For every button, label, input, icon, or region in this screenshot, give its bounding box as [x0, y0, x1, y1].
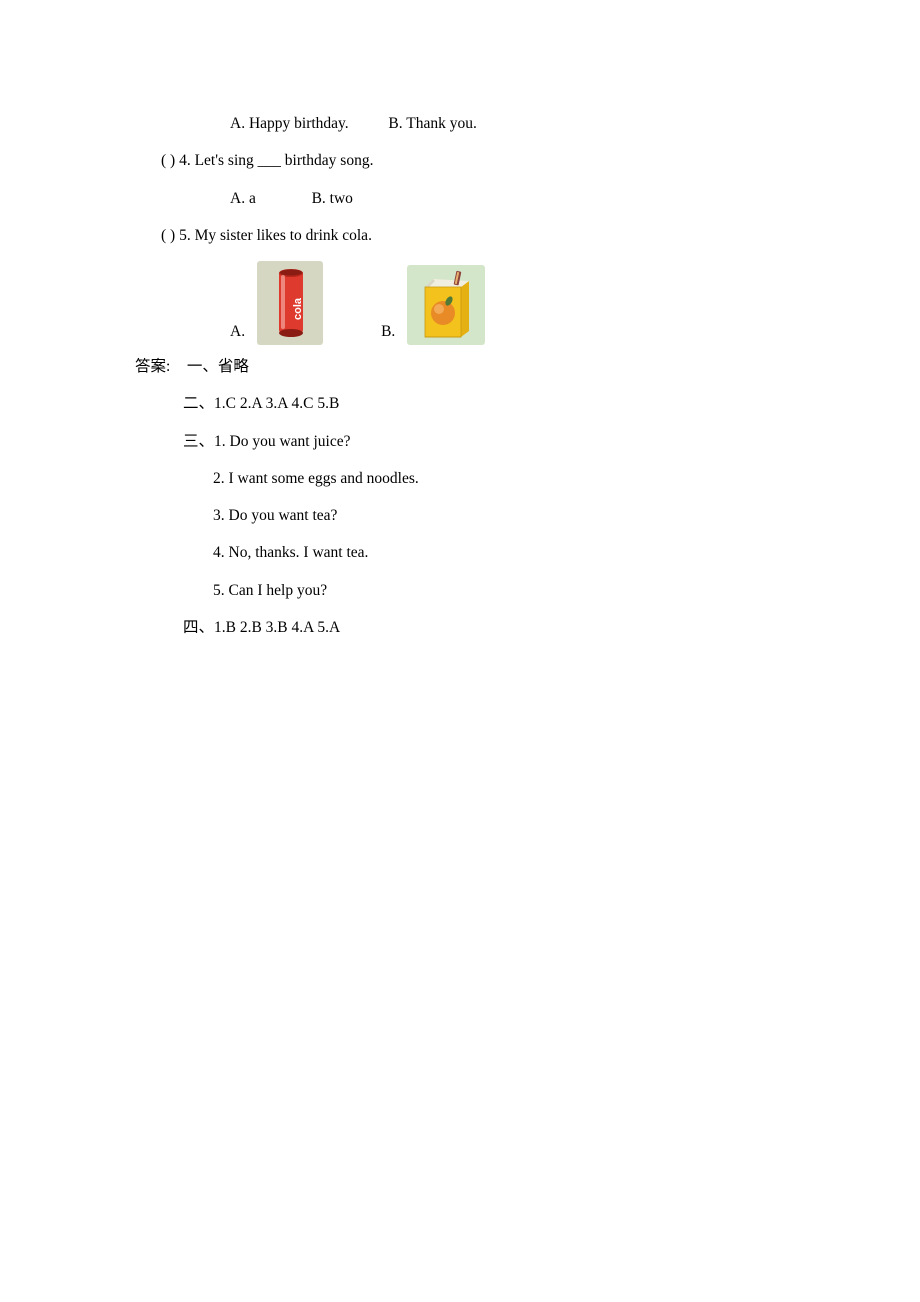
answers-section3-label: 三、	[183, 433, 214, 450]
q4-text: ( ) 4. Let's sing ___ birthday song.	[161, 152, 373, 169]
juice-box-icon	[407, 265, 485, 345]
answers-section3-row1: 三、1. Do you want juice?	[135, 430, 830, 453]
cola-can-icon: cola	[257, 261, 323, 345]
answers-label: 答案:	[135, 355, 183, 378]
answers-section3-item3: 3. Do you want tea?	[213, 507, 337, 524]
q4-option-a: A. a	[230, 187, 256, 210]
answers-section3-row2: 2. I want some eggs and noodles.	[135, 467, 830, 490]
svg-text:cola: cola	[292, 297, 304, 320]
q4-options-row: A. a B. two	[135, 187, 830, 210]
q3-option-b: B. Thank you.	[388, 112, 476, 135]
q5-option-a-label: A.	[230, 323, 251, 345]
answers-section1: 一、省略	[187, 355, 249, 378]
answers-section3-item2: 2. I want some eggs and noodles.	[213, 470, 419, 487]
q5-text: ( ) 5. My sister likes to drink cola.	[161, 227, 372, 244]
q3-options-row: A. Happy birthday. B. Thank you.	[135, 112, 830, 135]
answers-section2: 二、1.C 2.A 3.A 4.C 5.B	[135, 392, 830, 415]
q4-option-b: B. two	[312, 187, 353, 210]
answers-header: 答案: 一、省略	[135, 355, 830, 378]
answers-section3-row3: 3. Do you want tea?	[135, 504, 830, 527]
q3-option-a: A. Happy birthday.	[230, 112, 349, 135]
answers-section2-text: 二、1.C 2.A 3.A 4.C 5.B	[183, 395, 339, 412]
q4-prompt: ( ) 4. Let's sing ___ birthday song.	[135, 149, 830, 172]
answers-section3-row4: 4. No, thanks. I want tea.	[135, 541, 830, 564]
q5-image-options: A. cola B.	[135, 261, 830, 345]
answers-section3-item4: 4. No, thanks. I want tea.	[213, 544, 368, 561]
answers-section3-item1: 1. Do you want juice?	[214, 433, 350, 450]
q5-option-b-label: B.	[381, 323, 401, 345]
q5-prompt: ( ) 5. My sister likes to drink cola.	[135, 224, 830, 247]
answers-section3-row5: 5. Can I help you?	[135, 579, 830, 602]
answers-section3-item5: 5. Can I help you?	[213, 582, 327, 599]
answers-section4-text: 四、1.B 2.B 3.B 4.A 5.A	[183, 619, 340, 636]
answers-section4: 四、1.B 2.B 3.B 4.A 5.A	[135, 616, 830, 639]
